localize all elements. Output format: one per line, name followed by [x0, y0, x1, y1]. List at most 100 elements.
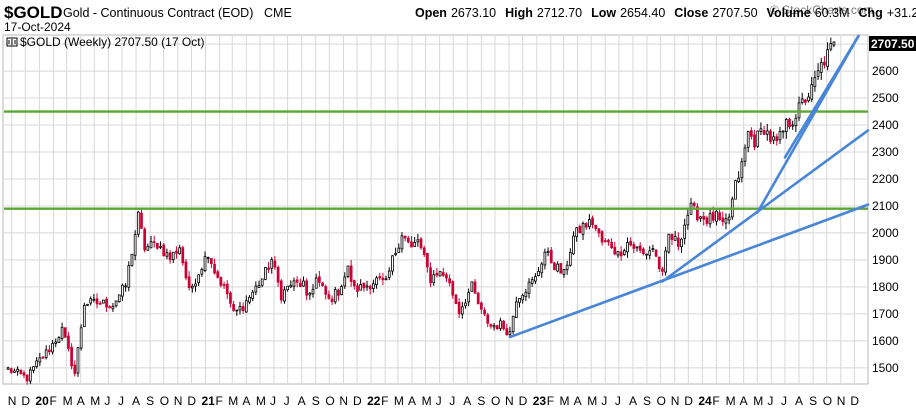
candle-body — [368, 285, 372, 290]
candle — [98, 300, 102, 306]
candle-body — [321, 282, 324, 287]
candle-body — [254, 285, 258, 293]
candle-body — [244, 300, 248, 313]
candle — [467, 288, 471, 307]
candle — [670, 233, 674, 246]
candle — [200, 267, 204, 277]
candle — [667, 233, 671, 254]
x-tick-label: M — [753, 394, 763, 408]
candles — [6, 37, 836, 385]
candle-body — [384, 278, 388, 281]
quote-value: 2712.70 — [537, 6, 582, 20]
candle-body — [718, 212, 721, 220]
x-tick-label: D — [353, 394, 362, 408]
candle-body — [804, 99, 807, 103]
candle — [337, 288, 340, 301]
candle — [546, 247, 550, 257]
candle — [505, 323, 509, 336]
candle — [772, 131, 775, 145]
y-tick-label: 1800 — [872, 280, 899, 294]
candle-body — [568, 252, 572, 266]
candle-body — [387, 270, 391, 278]
candle — [638, 242, 642, 254]
candle-body — [340, 286, 343, 296]
x-tick-label: A — [77, 394, 85, 408]
candle-body — [537, 271, 540, 276]
candle-body — [680, 238, 683, 248]
candle — [797, 96, 801, 122]
candle-body — [607, 239, 610, 243]
candle — [406, 235, 410, 244]
candle — [372, 279, 375, 293]
candle-body — [629, 240, 633, 246]
candle — [38, 352, 42, 366]
x-tick-label: F — [216, 394, 223, 408]
candle — [384, 275, 388, 281]
y-tick-label: 2000 — [872, 226, 899, 240]
candle-body — [562, 269, 566, 275]
candle-body — [826, 49, 829, 67]
candle — [622, 248, 626, 256]
candle-body — [156, 242, 159, 249]
candle-body — [543, 251, 547, 266]
candle — [715, 208, 718, 226]
x-tick-label: D — [850, 394, 859, 408]
candle-body — [832, 41, 836, 46]
candle — [480, 301, 483, 314]
candle — [610, 238, 613, 249]
candle — [784, 117, 788, 139]
security-name: Gold - Continuous Contract (EOD) — [63, 6, 253, 20]
candle-body — [349, 265, 353, 282]
candle — [603, 238, 607, 243]
candle-body — [346, 265, 350, 277]
candle — [54, 338, 58, 348]
candle-body — [70, 346, 73, 367]
candle — [60, 322, 64, 342]
trendline — [661, 129, 870, 283]
candle-body — [480, 302, 483, 310]
candle — [438, 270, 442, 277]
candle-body — [365, 285, 369, 288]
x-tick-label: M — [587, 394, 597, 408]
candle-body — [292, 280, 296, 287]
trendlines — [508, 34, 870, 339]
candle — [457, 298, 461, 319]
x-tick-label: M — [90, 394, 100, 408]
candle-body — [330, 298, 334, 302]
x-tick-label: J — [767, 394, 773, 408]
candle-body — [102, 299, 105, 304]
candle — [375, 275, 378, 289]
candle-body — [673, 236, 677, 241]
candle — [190, 283, 194, 293]
candle — [568, 248, 572, 267]
candle — [794, 114, 798, 133]
x-tick-label: J — [781, 394, 787, 408]
candle — [756, 130, 760, 148]
candle-body — [521, 294, 525, 301]
candle — [483, 307, 486, 317]
candle-body — [295, 279, 299, 283]
candle-body — [251, 291, 255, 299]
candle — [273, 256, 277, 270]
candle — [600, 230, 604, 246]
candle-body — [200, 268, 204, 275]
candle-body — [92, 298, 96, 301]
quote-row: Open 2673.10 High 2712.70 Low 2654.40 Close 270… — [415, 6, 916, 20]
candle-body — [117, 294, 121, 303]
candle — [111, 302, 115, 312]
x-tick-label: 22 — [367, 394, 381, 408]
candle — [130, 253, 134, 267]
candle — [657, 256, 661, 272]
x-tick-label: D — [21, 394, 30, 408]
candle-body — [518, 298, 521, 303]
candle — [451, 280, 455, 299]
candle-body — [238, 306, 242, 311]
candle — [346, 265, 350, 279]
candle-body — [784, 119, 788, 132]
candle-body — [692, 202, 696, 206]
x-tick-label: J — [449, 394, 455, 408]
candle — [819, 57, 823, 80]
candle-body — [359, 284, 363, 291]
candle — [48, 345, 51, 356]
candle-body — [397, 247, 401, 253]
